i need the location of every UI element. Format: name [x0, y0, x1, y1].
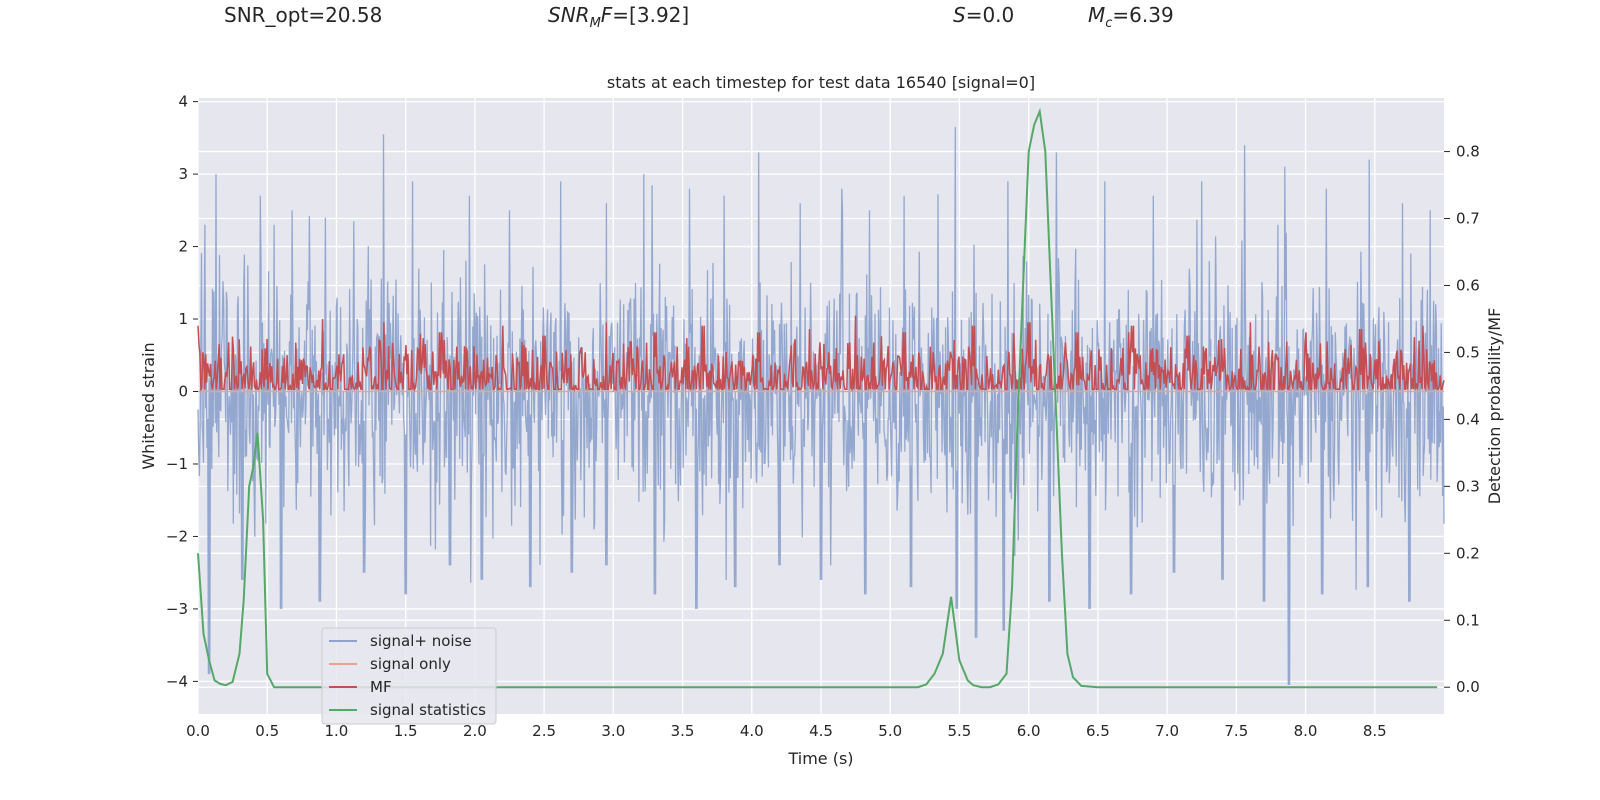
x-tick-label: 6.5 — [1086, 722, 1110, 740]
y-tick-label: 0 — [178, 383, 188, 401]
y2-tick-label: 0.5 — [1456, 343, 1480, 361]
snr-mf-label: SNRMF=[3.92] — [548, 3, 689, 31]
x-tick-label: 5.0 — [878, 722, 902, 740]
s-label: S=0.0 — [953, 3, 1014, 27]
x-tick-label: 7.5 — [1224, 722, 1248, 740]
y-tick-label: −2 — [166, 527, 188, 545]
x-tick-label: 3.0 — [601, 722, 625, 740]
x-tick-label: 1.5 — [394, 722, 418, 740]
series-mf-line — [197, 315, 1445, 393]
series-signal-statistics-line — [197, 107, 1438, 689]
mc-sub: c — [1105, 16, 1113, 31]
y2-tick-label: 0.6 — [1456, 276, 1480, 294]
legend-label-signal-only: signal only — [370, 655, 451, 673]
y-tick-label: 2 — [178, 238, 188, 256]
chart-title: stats at each timestep for test data 165… — [607, 73, 1035, 92]
mc-label: Mc=6.39 — [1088, 3, 1174, 31]
s-value: =0.0 — [965, 3, 1015, 27]
y2-tick-label: 0.8 — [1456, 143, 1480, 161]
legend-box — [321, 627, 497, 725]
snr-opt-label: SNR_opt=20.58 — [224, 3, 382, 27]
y2-tick-label: 0.3 — [1456, 477, 1480, 495]
y2-axis-label: Detection probability/MF — [1485, 308, 1504, 505]
y-tick-label: 4 — [178, 93, 188, 111]
x-tick-label: 4.0 — [740, 722, 764, 740]
y-tick-label: −4 — [166, 672, 188, 690]
y2-tick-label: 0.2 — [1456, 544, 1480, 562]
snr-opt-text: SNR_opt=20.58 — [224, 3, 383, 27]
snr-mf-name: SNR — [548, 3, 590, 27]
x-tick-label: 0.0 — [186, 722, 210, 740]
y-axis-label: Whitened strain — [139, 342, 158, 469]
y2-tick-label: 0.0 — [1456, 678, 1480, 696]
y-tick-label: −3 — [166, 600, 188, 618]
snr-mf-tail: F — [600, 3, 613, 27]
y2-tick-label: 0.7 — [1456, 210, 1480, 228]
x-tick-label: 1.0 — [325, 722, 349, 740]
x-tick-label: 6.0 — [1017, 722, 1041, 740]
y2-tick-label: 0.1 — [1456, 611, 1480, 629]
snr-mf-sub: M — [589, 16, 601, 31]
y-tick-label: −1 — [166, 455, 188, 473]
x-tick-label: 8.0 — [1294, 722, 1318, 740]
x-tick-label: 3.5 — [671, 722, 695, 740]
x-axis-label: Time (s) — [787, 749, 853, 768]
x-tick-label: 2.5 — [532, 722, 556, 740]
y2-tick-label: 0.4 — [1456, 410, 1480, 428]
y-tick-label: 3 — [178, 165, 188, 183]
s-name: S — [953, 3, 966, 27]
legend-label-mf: MF — [370, 678, 392, 696]
mc-name: M — [1088, 3, 1106, 27]
snr-mf-value: =[3.92] — [612, 3, 690, 27]
mc-value: =6.39 — [1112, 3, 1174, 27]
series-layer — [197, 107, 1445, 689]
axes-layer: 0.0 0.5 1.0 1.5 2.0 2.5 3.0 3.5 4.0 4.5 5.0 5.5 6.0 6… — [166, 93, 1480, 740]
x-tick-label: 7.0 — [1155, 722, 1179, 740]
x-tick-label: 5.5 — [948, 722, 972, 740]
y-tick-label: 1 — [178, 310, 188, 328]
x-tick-label: 0.5 — [255, 722, 279, 740]
legend-label-signal-noise: signal+ noise — [370, 632, 472, 650]
x-tick-label: 2.0 — [463, 722, 487, 740]
legend-label-signal-statistics: signal statistics — [370, 701, 486, 719]
x-tick-label: 4.5 — [809, 722, 833, 740]
legend: signal+ noise signal only MF signal stat… — [321, 627, 497, 725]
x-tick-label: 8.5 — [1363, 722, 1387, 740]
